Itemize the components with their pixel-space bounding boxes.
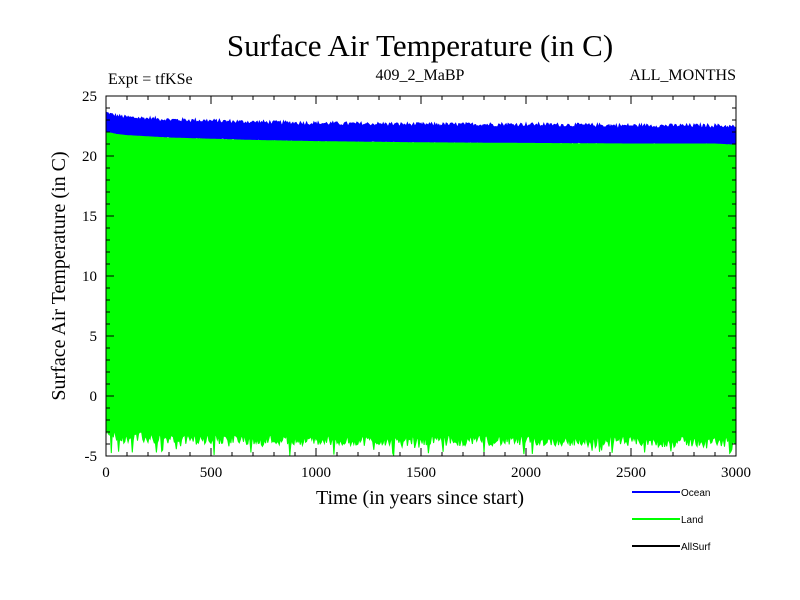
series-land-band <box>105 131 737 456</box>
x-tick-label: 500 <box>200 465 223 481</box>
y-tick-label: 5 <box>90 329 98 345</box>
y-tick-label: -5 <box>85 449 98 465</box>
x-tick-label: 0 <box>102 465 110 481</box>
months-label: ALL_MONTHS <box>629 67 736 84</box>
x-tick-label: 1500 <box>406 465 436 481</box>
expt-label: Expt = tfKSe <box>108 71 193 88</box>
legend-label-allsurf: AllSurf <box>681 542 711 553</box>
legend-label-ocean: Ocean <box>681 488 710 499</box>
x-axis-label: Time (in years since start) <box>316 487 524 509</box>
x-tick-label: 3000 <box>721 465 751 481</box>
x-tick-label: 2000 <box>511 465 541 481</box>
legend: Ocean Land AllSurf <box>632 488 711 553</box>
x-tick-label: 1000 <box>301 465 331 481</box>
y-tick-label: 10 <box>82 269 97 285</box>
y-tick-label: 20 <box>82 149 97 165</box>
y-tick-label: 0 <box>90 389 98 405</box>
y-tick-label: 15 <box>82 209 97 225</box>
y-tick-label: 25 <box>82 89 97 105</box>
period-label: 409_2_MaBP <box>376 67 465 84</box>
x-tick-label: 2500 <box>616 465 646 481</box>
legend-label-land: Land <box>681 515 703 526</box>
chart-title: Surface Air Temperature (in C) <box>227 28 613 63</box>
y-axis-label: Surface Air Temperature (in C) <box>48 151 70 400</box>
plot-areas <box>105 111 737 456</box>
